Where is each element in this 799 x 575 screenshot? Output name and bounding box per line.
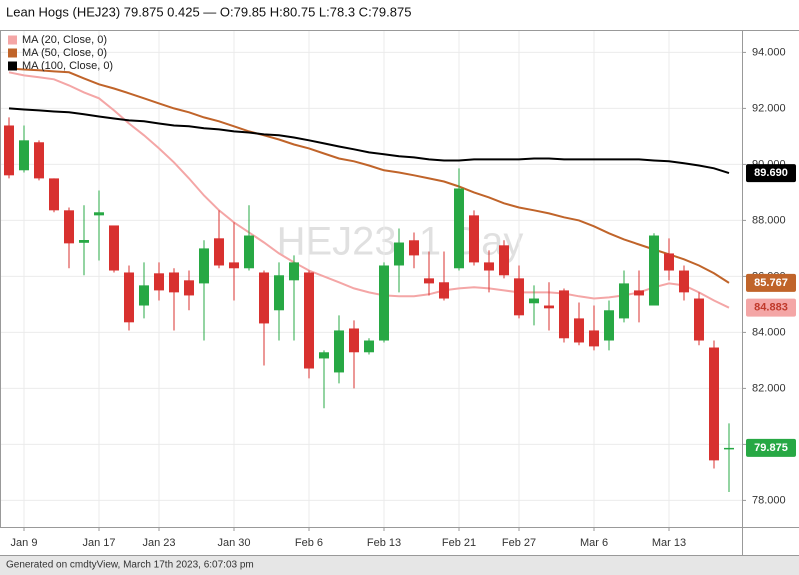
y-tick-label: 84.000	[752, 326, 786, 338]
candle-body	[289, 262, 299, 281]
legend-label: MA (50, Close, 0)	[22, 47, 107, 59]
ma-line	[8, 71, 730, 309]
candle-body	[724, 447, 734, 450]
candle-body	[169, 272, 179, 293]
y-tick-label: 94.000	[752, 46, 786, 58]
candle-body	[94, 212, 104, 216]
candle-body	[484, 262, 494, 271]
candle-body	[514, 278, 524, 316]
chart-title: Lean Hogs (HEJ23) 79.875 0.425 — O:79.85…	[6, 4, 411, 19]
candle-body	[394, 242, 404, 266]
x-tick-label: Jan 30	[217, 537, 250, 549]
axis-labels: MA (20, Close, 0)MA (50, Close, 0)MA (10…	[8, 34, 796, 457]
legend-swatch	[8, 35, 17, 45]
candle-body	[244, 235, 254, 269]
price-label-box	[746, 164, 796, 183]
candle-body	[694, 298, 704, 341]
candle-body	[349, 328, 359, 353]
price-label: 85.767	[754, 277, 788, 289]
candle-body	[679, 270, 689, 293]
candle-body	[529, 298, 539, 304]
y-tick-label: 82.000	[752, 382, 786, 394]
x-tick-label: Mar 13	[652, 537, 686, 549]
candle-body	[34, 142, 44, 179]
candle-body	[619, 283, 629, 319]
candle-body	[379, 265, 389, 341]
price-label: 79.875	[754, 442, 788, 454]
x-tick-label: Mar 6	[580, 537, 608, 549]
ma-line	[8, 107, 730, 175]
legend-label: MA (100, Close, 0)	[22, 60, 113, 72]
candle-body	[454, 188, 464, 269]
x-tick-label: Jan 17	[82, 537, 115, 549]
candle-body	[709, 347, 719, 461]
candle-body	[139, 285, 149, 306]
ma-line	[8, 67, 730, 284]
candle-body	[559, 290, 569, 339]
candle-body	[469, 215, 479, 263]
candle-body	[574, 318, 584, 343]
candle-body	[199, 248, 209, 284]
footer: Generated on cmdtyView, March 17th 2023,…	[6, 560, 254, 571]
x-tick-label: Feb 13	[367, 537, 401, 549]
y-tick-label: 88.000	[752, 214, 786, 226]
candle-body	[49, 178, 59, 211]
price-label: 89.690	[754, 167, 788, 179]
price-label: 84.883	[754, 302, 788, 314]
candle-body	[649, 235, 659, 306]
candle-body	[259, 272, 269, 324]
candle-body	[499, 245, 509, 276]
price-label-box	[746, 298, 796, 317]
candle-body	[319, 352, 329, 359]
candle-body	[214, 238, 224, 266]
candle-body	[544, 305, 554, 309]
candle-body	[304, 272, 314, 369]
candle-body	[634, 290, 644, 296]
legend-swatch	[8, 61, 17, 71]
candle-body	[274, 275, 284, 311]
x-tick-label: Jan 23	[142, 537, 175, 549]
legend-swatch	[8, 48, 17, 58]
price-label-box	[746, 273, 796, 292]
x-tick-label: Jan 9	[11, 537, 38, 549]
y-tick-label: 78.000	[752, 494, 786, 506]
candle-body	[229, 262, 239, 269]
footer-bar	[0, 555, 799, 575]
candle-body	[424, 278, 434, 284]
candle-body	[19, 140, 29, 171]
candle-body	[4, 125, 14, 176]
candle-body	[664, 253, 674, 271]
candle-body	[439, 282, 449, 299]
candle-body	[79, 240, 89, 243]
candle-body	[409, 240, 419, 256]
candle-body	[154, 273, 164, 291]
candle-body	[109, 225, 119, 271]
price-label-box	[746, 438, 796, 457]
y-tick-label: 92.000	[752, 102, 786, 114]
x-tick-label: Feb 6	[295, 537, 323, 549]
x-tick-label: Feb 21	[442, 537, 476, 549]
candle-body	[589, 330, 599, 347]
candle-body	[364, 340, 374, 353]
plot	[4, 67, 734, 492]
candle-body	[64, 210, 74, 244]
candle-body	[604, 310, 614, 341]
candle-body	[184, 280, 194, 296]
x-tick-label: Feb 27	[502, 537, 536, 549]
legend-label: MA (20, Close, 0)	[22, 34, 107, 46]
candle-body	[334, 330, 344, 373]
candle-body	[124, 272, 134, 323]
